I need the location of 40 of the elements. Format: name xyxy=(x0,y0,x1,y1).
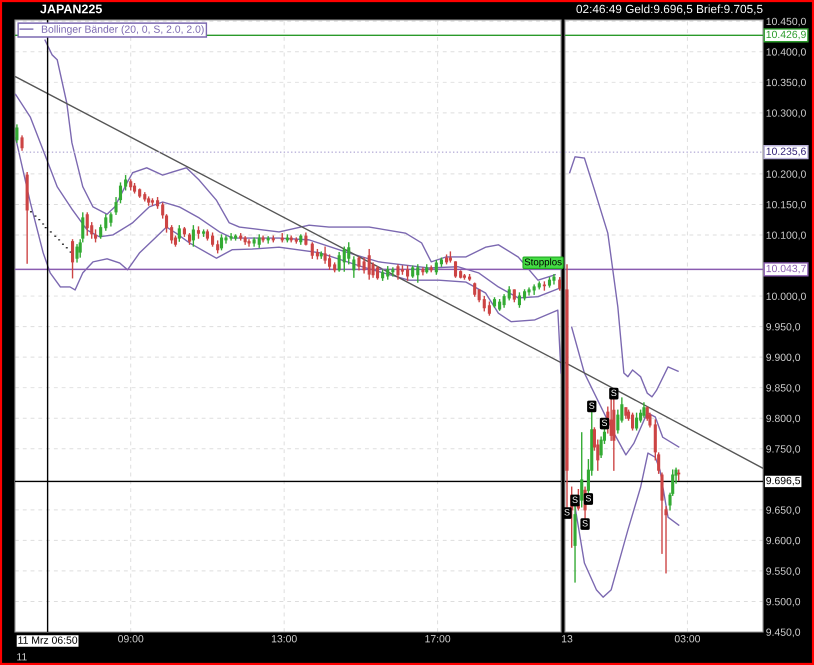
annotation: S xyxy=(582,520,588,526)
y-tick-label: 10.150,0 xyxy=(766,200,806,210)
text: 11 xyxy=(17,653,27,660)
x-tick-label: 13:00 xyxy=(272,635,297,642)
y-tick-label: 9.650,0 xyxy=(766,506,800,515)
y-tick-label: 10.450,0 xyxy=(766,18,806,26)
y-tick-label: 10.400,0 xyxy=(766,48,806,57)
legend-label: Bollinger Bänder (20, 0, S, 2.0, 2.0) xyxy=(42,25,204,35)
annotation: S xyxy=(589,402,594,409)
ref-line-label: 9.696,5 xyxy=(766,476,800,486)
annotation: S xyxy=(602,420,608,426)
y-tick-label: 10.350,0 xyxy=(766,78,806,88)
ref-line-label: 11 Mrz 06:50 xyxy=(18,636,78,644)
chart-title: JAPAN225 xyxy=(40,4,102,14)
y-tick-label: 9.550,0 xyxy=(766,567,800,576)
y-tick-label: 9.750,0 xyxy=(766,445,800,454)
x-tick-label: 17:00 xyxy=(425,635,450,642)
y-tick-label: 10.200,0 xyxy=(766,170,806,180)
ref-line-label: 10.426,9 xyxy=(766,30,806,40)
y-tick-label: 9.450,0 xyxy=(766,628,800,638)
annotation: Stopplos xyxy=(524,258,562,268)
x-tick-label: 09:00 xyxy=(118,635,144,642)
y-tick-label: 10.100,0 xyxy=(766,231,806,240)
y-tick-label: 9.600,0 xyxy=(766,536,800,546)
annotation: S xyxy=(586,495,592,502)
chart-subtitle: 02:46:49 Geld:9.696,5 Brief:9.705,5 xyxy=(576,4,763,15)
y-tick-label: 9.900,0 xyxy=(766,354,800,362)
annotation: S xyxy=(611,390,616,396)
annotation: S xyxy=(564,509,570,516)
x-tick-label: 13 xyxy=(562,635,572,642)
ref-line-label: 10.043,7 xyxy=(766,264,806,274)
y-tick-label: 10.300,0 xyxy=(766,109,806,118)
y-tick-label: 9.500,0 xyxy=(766,598,800,607)
annotation: S xyxy=(572,496,578,503)
ref-line-label: 10.235,6 xyxy=(766,148,806,156)
y-tick-label: 9.800,0 xyxy=(766,414,800,424)
x-tick-label: 03:00 xyxy=(674,635,700,642)
y-tick-label: 10.000,0 xyxy=(766,292,806,302)
y-tick-label: 9.950,0 xyxy=(766,323,800,332)
y-tick-label: 9.850,0 xyxy=(766,384,800,393)
